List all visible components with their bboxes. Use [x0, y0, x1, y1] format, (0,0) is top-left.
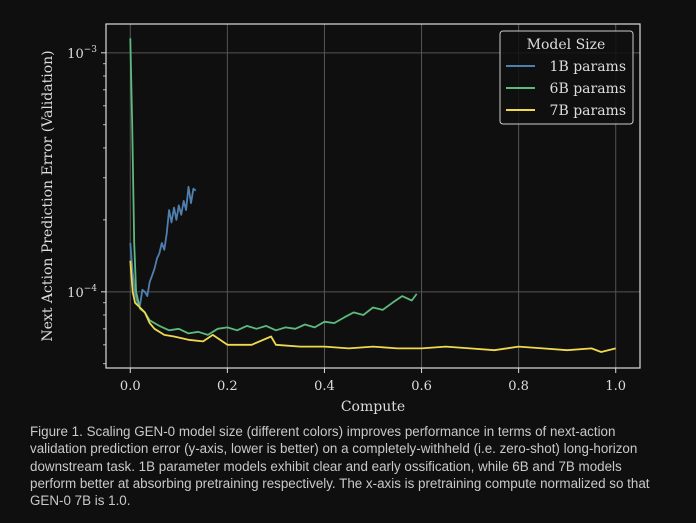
series-line-6B — [129, 38, 418, 336]
x-tick-label: 0.0 — [120, 379, 141, 394]
y-tick-label: 10−3 — [67, 45, 97, 62]
x-tick-label: 0.4 — [314, 379, 335, 394]
x-tick-label: 1.0 — [605, 379, 626, 394]
x-axis-label: Compute — [341, 399, 405, 415]
figure-caption: Figure 1. Scaling GEN-0 model size (diff… — [30, 424, 650, 509]
legend: Model Size 1B params 6B params 7B params — [499, 30, 634, 125]
x-tick-label: 0.8 — [508, 379, 529, 394]
legend-label: 7B params — [550, 103, 626, 119]
y-tick-label: 10−4 — [67, 284, 97, 301]
series-line-1B — [129, 185, 197, 307]
y-axis-label: Next Action Prediction Error (Validation… — [40, 50, 56, 341]
legend-box — [499, 30, 634, 125]
legend-label: 6B params — [550, 81, 626, 97]
series-line-7B — [129, 260, 616, 353]
chart: 0.0 0.2 0.4 0.6 0.8 1.0 10−3 10−4 Compute Next Ac… — [40, 23, 641, 415]
plot-frame — [105, 23, 641, 369]
legend-label: 1B params — [550, 59, 626, 75]
x-tick-label: 0.2 — [217, 379, 238, 394]
legend-title: Model Size — [527, 37, 606, 53]
x-tick-label: 0.6 — [411, 379, 432, 394]
